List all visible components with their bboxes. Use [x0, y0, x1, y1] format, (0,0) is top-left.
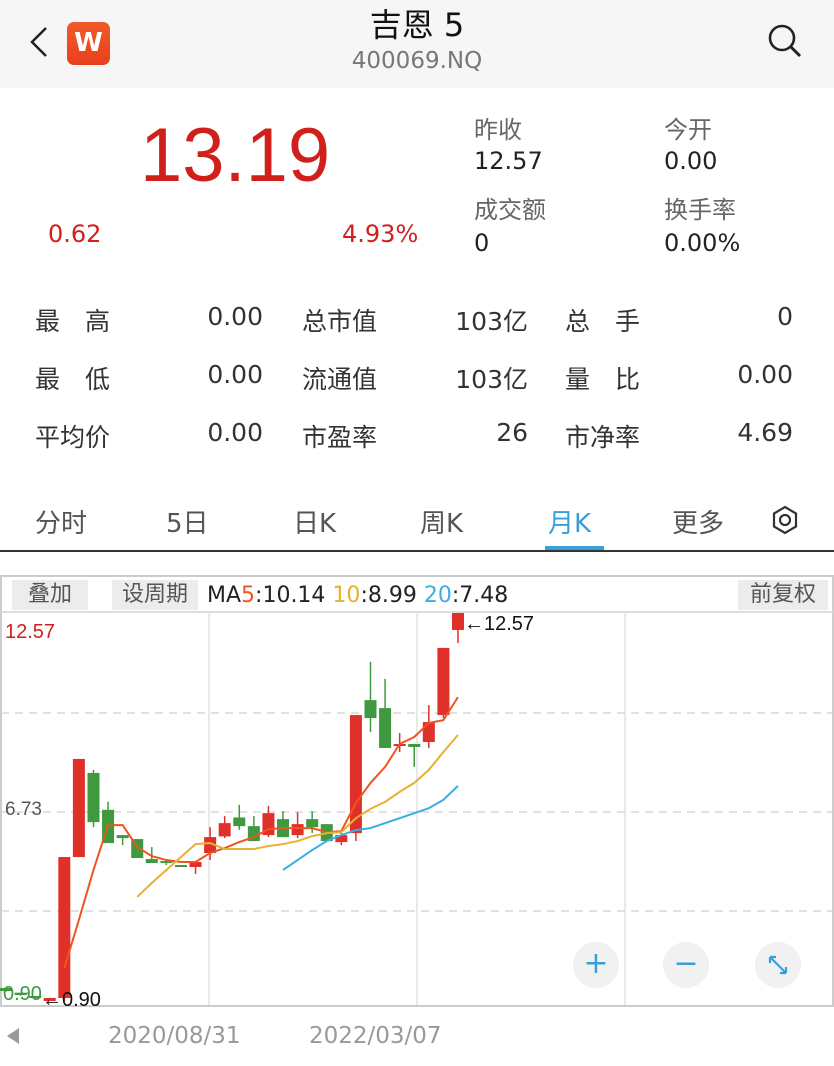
current-price: 13.19 — [140, 113, 331, 198]
stock-code: 400069.NQ — [351, 48, 483, 74]
stat-value: 0.00 — [207, 418, 263, 447]
candle-up — [218, 823, 231, 837]
candle-down — [364, 700, 377, 719]
stat-value: 4.69 — [737, 418, 793, 447]
candle-down — [160, 861, 173, 864]
tab-2[interactable]: 日K — [293, 509, 337, 539]
prev-close-label: 昨收 — [474, 116, 522, 144]
scroll-left-icon[interactable] — [5, 1026, 21, 1046]
candle-down — [87, 772, 100, 823]
stat-value: 103亿 — [455, 307, 528, 336]
candle-down — [247, 826, 260, 842]
zoom-in-button[interactable]: + — [573, 942, 619, 988]
amount-value: 0 — [474, 229, 490, 257]
ma5-period: 5 — [241, 583, 256, 608]
turnover-value: 0.00% — [664, 229, 741, 257]
stat-value: 103亿 — [455, 365, 528, 394]
app-logo[interactable]: W — [67, 22, 110, 65]
top-navigation-bar — [0, 0, 834, 88]
ma-line-ma20 — [282, 785, 459, 871]
min-price-annotation: ←0.90 — [42, 989, 101, 1011]
candle-down — [233, 817, 246, 827]
candle-up — [58, 857, 71, 999]
stat-label: 市净率 — [565, 423, 641, 452]
stat-label: 最 低 — [35, 365, 111, 394]
candle-down — [408, 743, 421, 747]
price-change-percent: 4.93% — [342, 220, 419, 248]
candle-up — [422, 722, 435, 743]
kline-chart[interactable]: 12.57 6.73 0.90 ←12.57 ←0.90 — [0, 575, 834, 1015]
candle-up — [291, 824, 304, 836]
candle-down — [145, 859, 158, 864]
fullscreen-button[interactable] — [755, 942, 801, 988]
candle-down — [0, 988, 12, 992]
stat-label: 流通值 — [302, 365, 378, 394]
candle-down — [116, 835, 129, 839]
tabs-divider — [0, 550, 834, 552]
back-icon[interactable] — [28, 26, 50, 58]
ma10-value: :8.99 — [360, 583, 417, 608]
ma-line-ma5 — [63, 696, 459, 969]
ma20-period: 20 — [423, 583, 452, 608]
stat-value: 0.00 — [207, 302, 263, 331]
candle-up — [437, 647, 450, 716]
candle-down — [29, 996, 42, 999]
tab-3[interactable]: 周K — [420, 509, 464, 539]
stat-value: 0.00 — [207, 360, 263, 389]
stat-value: 0.00 — [737, 360, 793, 389]
x-label: 2020/08/31 — [108, 1023, 241, 1049]
turnover-label: 换手率 — [664, 196, 736, 224]
candle-up — [204, 837, 217, 854]
zoom-out-button[interactable]: − — [663, 942, 709, 988]
amount-label: 成交额 — [474, 196, 546, 224]
candle-up — [43, 998, 56, 1001]
candle-up — [189, 862, 202, 868]
prev-close-value: 12.57 — [474, 147, 543, 175]
candle-up — [72, 758, 85, 858]
open-label: 今开 — [664, 116, 712, 144]
y-label-min: 0.90 — [3, 983, 42, 1005]
tab-4[interactable]: 月K — [548, 509, 592, 539]
ma10-period: 10 — [332, 583, 361, 608]
forward-adjust-button[interactable]: 前复权 — [738, 580, 828, 610]
max-price-annotation: ←12.57 — [464, 613, 534, 635]
stat-label: 量 比 — [565, 365, 641, 394]
expand-icon — [768, 955, 788, 975]
active-tab-indicator — [545, 546, 604, 550]
stat-value: 26 — [496, 418, 528, 447]
candle-down — [14, 992, 27, 996]
ma-legend: MA5:10.14 10:8.99 20:7.48 — [207, 583, 508, 608]
price-change: 0.62 — [48, 220, 102, 248]
ma5-label: MA — [207, 583, 242, 608]
candle-down — [379, 708, 392, 748]
x-label: 2022/03/07 — [309, 1023, 442, 1049]
ma5-value: :10.14 — [255, 583, 326, 608]
chart-border — [0, 575, 834, 1007]
settings-gear-icon[interactable] — [770, 505, 800, 535]
search-icon[interactable] — [766, 22, 804, 60]
stat-label: 总 手 — [565, 307, 641, 336]
stat-label: 最 高 — [35, 307, 111, 336]
candle-up — [451, 613, 464, 630]
stock-name: 吉恩 5 — [369, 6, 465, 44]
set-period-button[interactable]: 设周期 — [112, 580, 198, 610]
candle-up — [335, 835, 348, 843]
open-value: 0.00 — [664, 147, 718, 175]
candle-down — [306, 819, 319, 828]
candle-up — [349, 715, 362, 834]
stat-label: 总市值 — [302, 307, 378, 336]
ma20-value: :7.48 — [451, 583, 509, 608]
stat-label: 市盈率 — [302, 423, 378, 452]
tab-1[interactable]: 5日 — [166, 509, 209, 539]
stat-label: 平均价 — [35, 423, 111, 452]
ma-line-ma10 — [136, 734, 459, 898]
candle-down — [174, 865, 187, 868]
y-label-max: 12.57 — [5, 621, 55, 643]
overlay-button[interactable]: 叠加 — [12, 580, 88, 610]
tab-5[interactable]: 更多 — [672, 509, 725, 539]
y-label-mid: 6.73 — [5, 799, 42, 820]
stat-value: 0 — [777, 302, 793, 331]
tab-0[interactable]: 分时 — [35, 509, 88, 539]
